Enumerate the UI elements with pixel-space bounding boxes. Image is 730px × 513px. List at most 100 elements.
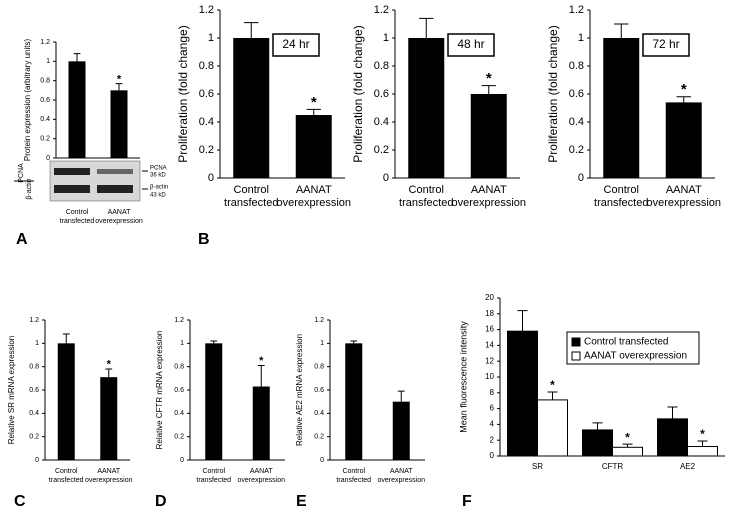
bar (295, 115, 332, 178)
significance-marker: * (700, 427, 705, 441)
x-tick-label: SR (532, 462, 543, 471)
y-tick-label: 1.2 (29, 317, 39, 324)
y-tick-label: 12 (485, 356, 494, 365)
y-tick-label: 0 (180, 457, 184, 464)
y-tick-label: 0 (490, 451, 495, 460)
y-tick-label: 0 (208, 172, 214, 184)
time-box (447, 33, 495, 57)
y-tick-label: 0.4 (314, 410, 324, 417)
y-tick-label: 0.2 (199, 144, 214, 156)
bar (68, 61, 86, 159)
x-tick-label: overexpression (451, 197, 526, 209)
x-tick-label: overexpression (276, 197, 351, 209)
error-bar (481, 85, 496, 94)
x-tick-label: AANAT (250, 468, 274, 475)
ratio-label: β-actin (26, 178, 33, 199)
x-tick-label: Control (342, 468, 365, 475)
y-tick-label: 0.2 (569, 144, 584, 156)
error-bar (676, 96, 691, 103)
x-tick-label: Control (202, 468, 225, 475)
y-axis-label: Protein expression (arbitrary units) (23, 39, 32, 162)
error-bar (517, 310, 528, 332)
significance-marker: * (625, 430, 630, 444)
x-tick-label: Control (604, 184, 639, 196)
bar (537, 399, 568, 457)
panel-label: D (155, 493, 167, 510)
y-tick-label: 20 (485, 293, 494, 302)
y-tick-label: 0.2 (374, 144, 389, 156)
time-label: 48 hr (457, 37, 484, 51)
x-tick-label: overexpression (95, 218, 143, 225)
y-tick-label: 0.2 (40, 136, 50, 143)
y-tick-label: 1 (46, 58, 50, 65)
bar (507, 330, 538, 457)
y-tick-label: 14 (485, 341, 494, 350)
error-bar (105, 368, 113, 378)
panel-label: E (296, 493, 307, 510)
bar (612, 446, 643, 457)
bar (100, 377, 118, 460)
x-tick-label: overexpression (85, 477, 133, 484)
y-tick-label: 18 (485, 309, 494, 318)
legend-box (566, 331, 700, 365)
blot-label: 36 kD (150, 173, 166, 179)
legend-label: AANAT overexpression (584, 351, 687, 362)
significance-marker: * (117, 73, 122, 85)
bar (205, 343, 223, 460)
bar (582, 429, 613, 457)
y-tick-label: 0.6 (569, 88, 584, 100)
y-tick-label: 0.2 (29, 434, 39, 441)
legend-swatch (571, 351, 581, 361)
ratio-label: PCNA (18, 163, 25, 183)
x-tick-label: transfected (336, 477, 371, 484)
y-tick-label: 0.6 (314, 387, 324, 394)
x-tick-label: AANAT (666, 184, 702, 196)
error-bar (667, 406, 678, 419)
y-tick-label: 0.4 (199, 116, 214, 128)
y-tick-label: 0.6 (40, 97, 50, 104)
y-tick-label: 0 (35, 457, 39, 464)
error-bar (622, 443, 633, 448)
y-tick-label: 1.2 (40, 39, 50, 46)
bar (470, 94, 507, 178)
x-tick-label: transfected (594, 197, 648, 209)
y-tick-label: 0.8 (199, 60, 214, 72)
significance-marker: * (107, 359, 112, 371)
y-axis-label: Proliferation (fold change) (176, 25, 190, 162)
y-tick-label: 1.2 (569, 4, 584, 16)
time-box (272, 33, 320, 57)
y-tick-label: 1.2 (314, 317, 324, 324)
bar (233, 38, 270, 178)
y-axis-label: Relative AE2 mRNA expression (295, 334, 304, 446)
y-tick-label: 0.2 (314, 434, 324, 441)
blot-background (49, 160, 141, 202)
bar (110, 90, 128, 158)
x-tick-label: AANAT (108, 209, 132, 216)
y-tick-label: 0.8 (314, 364, 324, 371)
x-tick-label: transfected (224, 197, 278, 209)
y-tick-label: 1 (383, 32, 389, 44)
x-tick-label: transfected (49, 477, 84, 484)
blot-label: β-actin (150, 185, 168, 191)
y-tick-label: 1 (320, 340, 324, 347)
panel-label: C (14, 493, 26, 510)
error-bar (547, 391, 558, 400)
error-bar (350, 340, 358, 344)
time-box (642, 33, 690, 57)
y-tick-label: 0.6 (374, 88, 389, 100)
x-tick-label: Control (55, 468, 78, 475)
blot-band (54, 168, 90, 175)
y-tick-label: 1.2 (174, 317, 184, 324)
x-tick-label: AANAT (471, 184, 507, 196)
y-tick-label: 0.4 (29, 410, 39, 417)
y-tick-label: 0.4 (40, 116, 50, 123)
y-tick-label: 0.6 (174, 387, 184, 394)
y-tick-label: 0.8 (174, 364, 184, 371)
y-tick-label: 0.6 (199, 88, 214, 100)
bar (657, 418, 688, 457)
x-tick-label: transfected (399, 197, 453, 209)
x-tick-label: Control (234, 184, 269, 196)
error-bar (257, 365, 265, 387)
error-bar (397, 390, 405, 402)
